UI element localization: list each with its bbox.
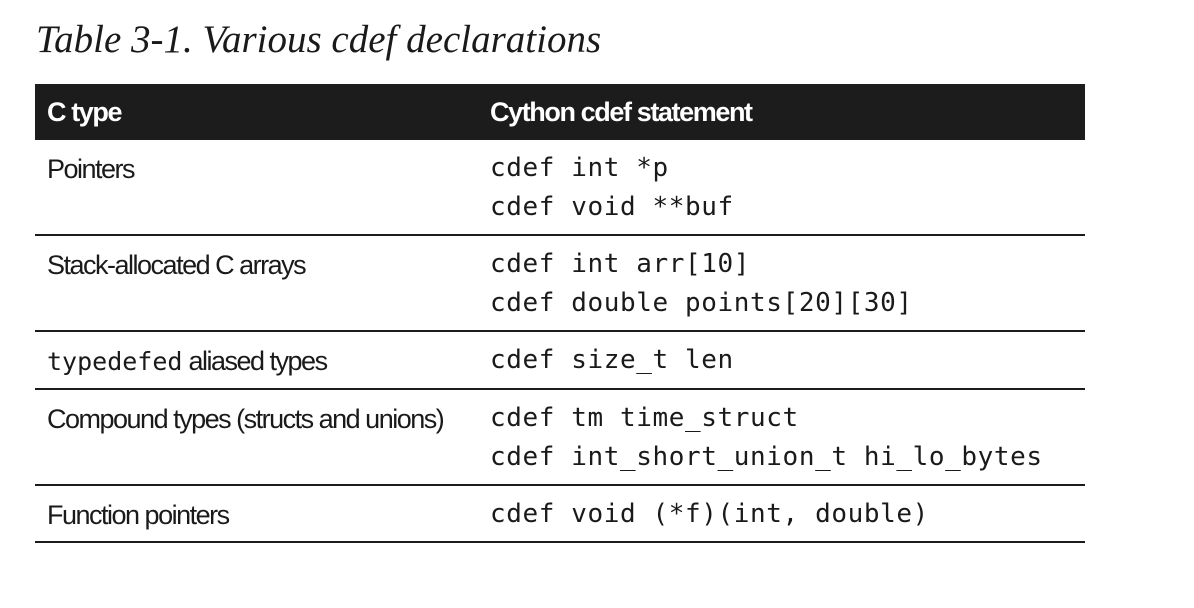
- ctype-label: Pointers: [47, 153, 466, 185]
- ctype-label: typedefed aliased types: [47, 345, 466, 378]
- ctype-text: Compound types (structs and unions): [47, 404, 445, 434]
- table-row: Stack-allocated C arrays cdef int arr[10…: [35, 235, 1085, 332]
- ctype-code-word: typedefed: [47, 347, 183, 376]
- table-row: Function pointers cdef void (*f)(int, do…: [35, 485, 1085, 543]
- cdef-statement: cdef int *p: [490, 153, 669, 183]
- column-header-cython-statement: Cython cdef statement: [478, 84, 1085, 140]
- cdef-statement: cdef int arr[10]: [490, 249, 751, 279]
- statement-cell: cdef int arr[10] cdef double points[20][…: [478, 235, 1085, 332]
- ctype-text: aliased types: [182, 346, 328, 376]
- ctype-label: Compound types (structs and unions): [47, 403, 466, 435]
- ctype-cell: Stack-allocated C arrays: [35, 235, 478, 332]
- statement-cell: cdef int *p cdef void **buf: [478, 140, 1085, 236]
- ctype-cell: Pointers: [35, 140, 478, 236]
- table-row: Compound types (structs and unions) cdef…: [35, 389, 1085, 486]
- table-row: typedefed aliased types cdef size_t len: [35, 331, 1085, 390]
- cdef-statement: cdef void **buf: [490, 192, 734, 222]
- ctype-label: Function pointers: [47, 499, 466, 531]
- cdef-statement: cdef void (*f)(int, double): [490, 499, 929, 529]
- cdef-statement: cdef tm time_struct: [490, 403, 799, 433]
- header-row: C type Cython cdef statement: [35, 84, 1085, 140]
- ctype-label: Stack-allocated C arrays: [47, 249, 466, 281]
- ctype-text: Function pointers: [47, 500, 230, 530]
- statement-cell: cdef size_t len: [478, 331, 1085, 390]
- cdef-statement: cdef double points[20][30]: [490, 288, 913, 318]
- cdef-statement: cdef int_short_union_t hi_lo_bytes: [490, 442, 1043, 472]
- table-header: C type Cython cdef statement: [35, 84, 1085, 140]
- ctype-text: Stack-allocated C arrays: [47, 250, 307, 280]
- cdef-statement: cdef size_t len: [490, 345, 734, 375]
- cdef-declarations-table: C type Cython cdef statement Pointers cd…: [35, 84, 1085, 543]
- ctype-text: Pointers: [47, 154, 136, 184]
- table-body: Pointers cdef int *p cdef void **buf Sta…: [35, 140, 1085, 543]
- statement-cell: cdef void (*f)(int, double): [478, 485, 1085, 543]
- table-row: Pointers cdef int *p cdef void **buf: [35, 140, 1085, 236]
- ctype-cell: Function pointers: [35, 485, 478, 543]
- ctype-cell: Compound types (structs and unions): [35, 389, 478, 486]
- table-caption: Table 3-1. Various cdef declarations: [36, 18, 602, 61]
- column-header-c-type: C type: [35, 84, 478, 140]
- ctype-cell: typedefed aliased types: [35, 331, 478, 390]
- statement-cell: cdef tm time_struct cdef int_short_union…: [478, 389, 1085, 486]
